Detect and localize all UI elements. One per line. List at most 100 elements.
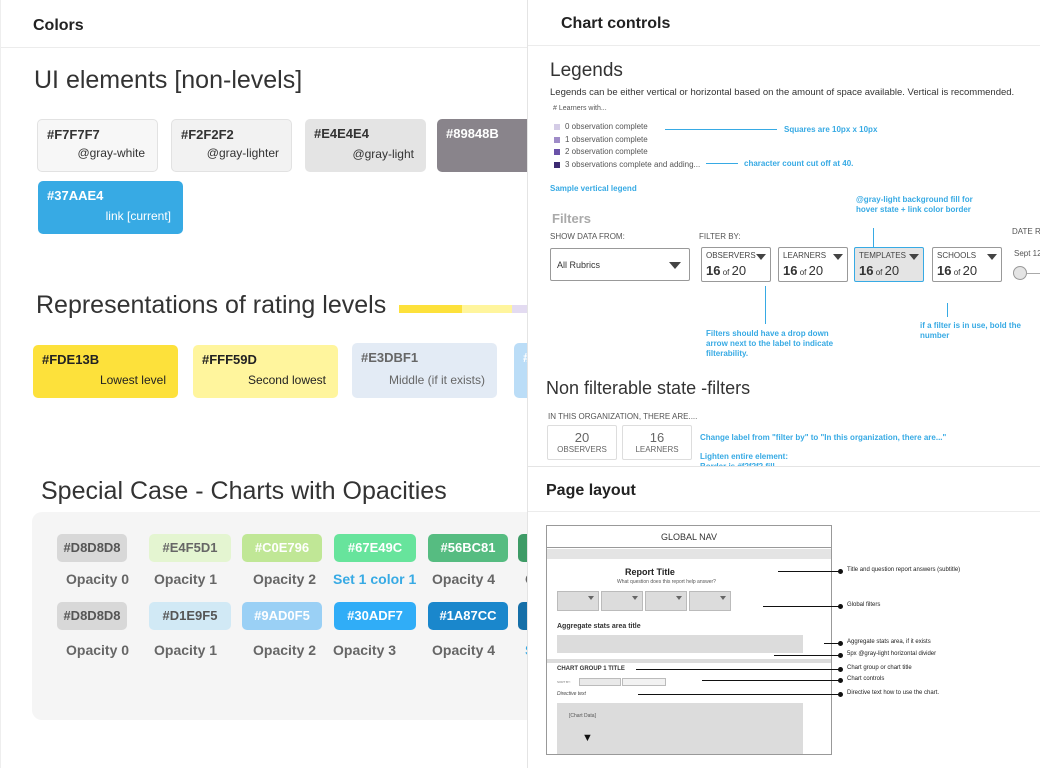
annotation-dot (838, 692, 843, 697)
date-slider-handle[interactable] (1013, 266, 1027, 280)
ui-swatch-hex: #89848B (446, 126, 499, 141)
annotation-line (763, 606, 840, 607)
opacity-label: Opacity 4 (432, 642, 496, 658)
colors-title: Colors (33, 17, 84, 34)
ui-swatch-label: @gray-white (77, 146, 145, 160)
annotation-text: Title and question report answers (subti… (847, 567, 961, 573)
colors-header: Colors (1, 0, 528, 48)
filter-total: 20 (808, 263, 824, 278)
filter-of: of (720, 268, 732, 277)
opacity-chip: #D8D8D8 (57, 534, 127, 562)
filter-templates-dropdown[interactable]: TEMPLATES 16 of 20 (854, 247, 924, 282)
lighten-note: Lighten entire element: (700, 452, 789, 461)
chevron-down-icon (909, 254, 919, 260)
bold-pointer-line (947, 303, 948, 317)
border-note: Border is #f2f2f2 fill (700, 462, 775, 466)
opacity-chip: #30ADF7 (334, 602, 416, 630)
report-title: Report Title (625, 567, 675, 577)
nf-count: 16 (649, 430, 665, 445)
rating-levels-title: Representations of rating levels (36, 291, 387, 319)
annotation-line (774, 655, 840, 656)
opacity-chip: #D1E9F5 (149, 602, 231, 630)
ui-swatch: #89848B@g (437, 119, 528, 172)
opacity-label: Set 1 color 1 (333, 571, 417, 587)
report-question: What question does this report help answ… (617, 579, 716, 585)
filter-count: 16 of 20 (706, 263, 746, 278)
annotation-dot (838, 653, 843, 658)
wire-filter-box (645, 591, 687, 611)
opacity-panel: #D8D8D8 Opacity 0 #E4F5D1 Opacity 1 #C0E796 O… (32, 512, 528, 720)
global-nav: GLOBAL NAV (547, 526, 831, 548)
opacity-chip: #56BC81 (428, 534, 508, 562)
legend-square (554, 149, 560, 155)
ui-swatch: #F2F2F2 @gray-lighter (171, 119, 292, 172)
opacity-label: Opacity 3 (333, 642, 397, 658)
annotation-text: Directive text how to use the chart. (847, 690, 940, 696)
filter-learners-dropdown[interactable]: LEARNERS 16 of 20 (778, 247, 848, 282)
special-case-title: Special Case - Charts with Opacities (41, 477, 447, 505)
chevron-down-icon (588, 596, 594, 600)
ui-swatch-hex: #E4E4E4 (314, 126, 369, 141)
ui-swatch-hex: #F2F2F2 (181, 127, 234, 142)
non-filterable-observers-box: 20 OBSERVERS (547, 425, 617, 460)
chevron-down-icon (720, 596, 726, 600)
annotation-dot (838, 569, 843, 574)
rating-bar-segment (399, 305, 462, 313)
rating-swatch: # (514, 343, 528, 398)
chart-controls-header: Chart controls (528, 0, 1040, 46)
show-data-label: SHOW DATA FROM: (550, 232, 625, 241)
dropdown-note: Filters should have a drop down arrow ne… (706, 329, 834, 358)
legend-square (554, 124, 560, 130)
nav-divider (547, 549, 831, 559)
chart-controls-panel: Chart controls Legends Legends can be ei… (527, 0, 1040, 768)
nf-count: 20 (574, 430, 590, 445)
ui-elements-title: UI elements [non-levels] (34, 66, 303, 94)
filter-of: of (951, 268, 963, 277)
chart-data-label: [Chart Data] (569, 713, 596, 719)
annotation-dot (838, 667, 843, 672)
aggregate-title: Aggregate stats area title (557, 623, 641, 630)
chevron-down-icon (756, 254, 766, 260)
filter-schools-dropdown[interactable]: SCHOOLS 16 of 20 (932, 247, 1002, 282)
opacity-chip (518, 534, 528, 562)
legends-title: Legends (550, 60, 623, 81)
hover-pointer-line (873, 228, 874, 248)
filter-total: 20 (884, 263, 900, 278)
legend-square (554, 136, 560, 143)
sort-by-label: SORT BY: (557, 680, 571, 684)
filter-observers-dropdown[interactable]: OBSERVERS 16 of 20 (701, 247, 771, 282)
squares-pointer-line (665, 129, 777, 130)
legend-item-label: 1 observation complete (565, 134, 648, 144)
legend-item-label: 3 observations complete and adding... (565, 159, 701, 169)
org-label: IN THIS ORGANIZATION, THERE ARE.... (548, 412, 698, 421)
hover-state-note: @gray-light background fill for hover st… (856, 195, 973, 214)
opacity-label: Opacity 4 (432, 571, 496, 587)
annotation-dot (838, 678, 843, 683)
annotation-line (824, 643, 840, 644)
rating-swatch-hex: #FFF59D (202, 352, 257, 367)
count-note: character count cut off at 40. (744, 159, 854, 168)
wire-filter-box (601, 591, 643, 611)
date-range-label: DATE R (1012, 227, 1040, 236)
ui-swatch-label: @gray-light (352, 147, 414, 161)
annotation-text: 5px @gray-light horizontal divider (847, 651, 937, 657)
chart-controls-title: Chart controls (561, 15, 671, 32)
filter-of: of (873, 268, 885, 277)
page-layout-title: Page layout (546, 482, 636, 499)
date-slider-track (1027, 273, 1040, 274)
annotation-line (636, 669, 840, 670)
annotation-text: Global filters (847, 602, 881, 608)
annotation-text: Chart controls (847, 676, 885, 682)
legend-item-label: 2 observation complete (565, 147, 648, 156)
rating-swatch-label: Lowest level (99, 373, 166, 387)
opacity-chip: #C0E796 (242, 534, 322, 562)
chevron-down-icon (669, 262, 681, 269)
opacity-label: Opacity 1 (154, 571, 218, 587)
sort-select-2 (622, 678, 666, 686)
page-layout-header: Page layout (528, 466, 1040, 512)
opacity-label: Opacity 2 (253, 571, 317, 587)
show-data-select[interactable]: All Rubrics (550, 248, 690, 281)
rating-swatch: #FDE13B Lowest level (33, 345, 178, 398)
annotation-text: Chart group or chart title (847, 665, 912, 671)
annotation-line (638, 694, 840, 695)
